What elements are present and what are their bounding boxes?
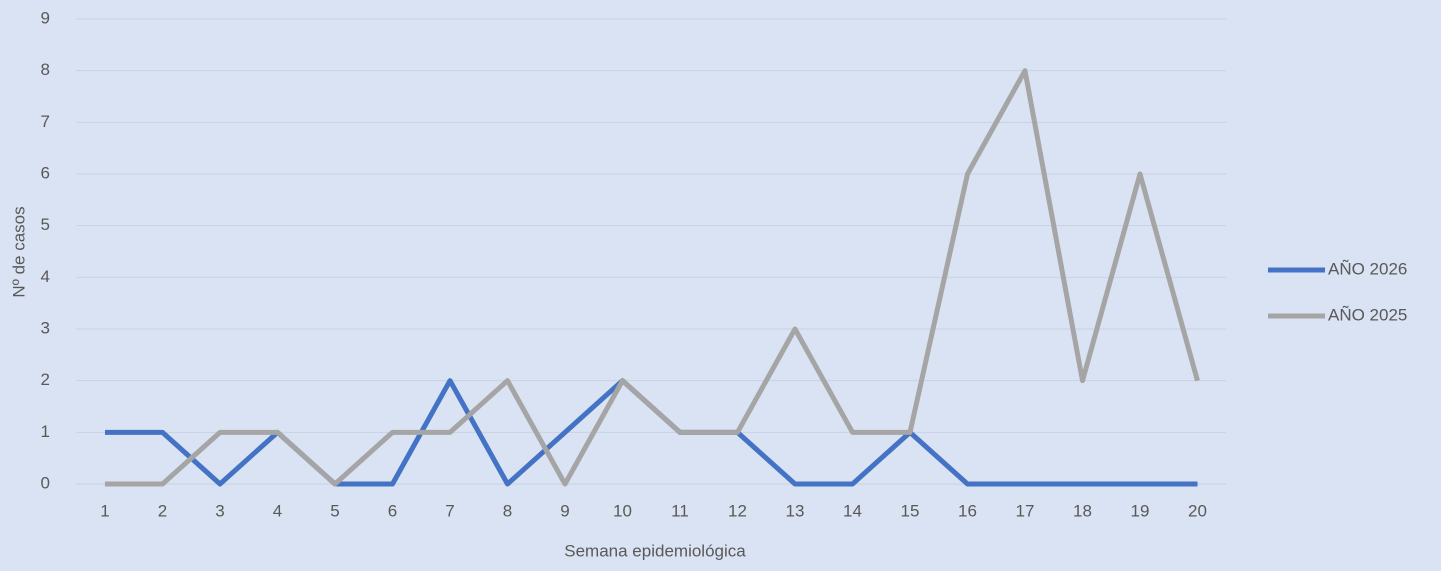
y-tick-label: 3 bbox=[41, 318, 50, 337]
y-tick-label: 5 bbox=[41, 215, 50, 234]
x-tick-label: 3 bbox=[215, 501, 224, 520]
x-tick-label: 4 bbox=[273, 501, 282, 520]
legend-label: AÑO 2025 bbox=[1328, 305, 1407, 324]
x-tick-label: 9 bbox=[560, 501, 569, 520]
y-tick-label: 7 bbox=[41, 112, 50, 131]
x-tick-label: 14 bbox=[843, 501, 862, 520]
series-line bbox=[105, 68, 1200, 487]
x-tick-label: 16 bbox=[958, 501, 977, 520]
y-axis-title: Nº de casos bbox=[9, 206, 28, 297]
y-tick-label: 8 bbox=[41, 60, 50, 79]
x-tick-label: 12 bbox=[728, 501, 747, 520]
legend-label: AÑO 2026 bbox=[1328, 259, 1407, 278]
y-tick-label: 1 bbox=[41, 422, 50, 441]
x-tick-label: 20 bbox=[1188, 501, 1207, 520]
y-tick-label: 6 bbox=[41, 163, 50, 182]
x-axis-title: Semana epidemiológica bbox=[564, 541, 746, 560]
x-tick-label: 11 bbox=[671, 501, 689, 520]
y-tick-label: 9 bbox=[41, 8, 50, 27]
x-tick-label: 1 bbox=[100, 501, 109, 520]
x-tick-label: 13 bbox=[786, 501, 805, 520]
y-tick-label: 0 bbox=[41, 473, 50, 492]
x-tick-label: 10 bbox=[613, 501, 632, 520]
x-tick-label: 17 bbox=[1016, 501, 1035, 520]
x-tick-label: 2 bbox=[158, 501, 167, 520]
x-tick-label: 18 bbox=[1073, 501, 1092, 520]
x-tick-label: 8 bbox=[503, 501, 512, 520]
x-tick-label: 19 bbox=[1131, 501, 1150, 520]
y-tick-label: 2 bbox=[41, 370, 50, 389]
x-tick-label: 5 bbox=[330, 501, 339, 520]
x-tick-label: 6 bbox=[388, 501, 397, 520]
y-tick-label: 4 bbox=[41, 267, 50, 286]
x-tick-label: 7 bbox=[445, 501, 454, 520]
x-tick-label: 15 bbox=[901, 501, 920, 520]
